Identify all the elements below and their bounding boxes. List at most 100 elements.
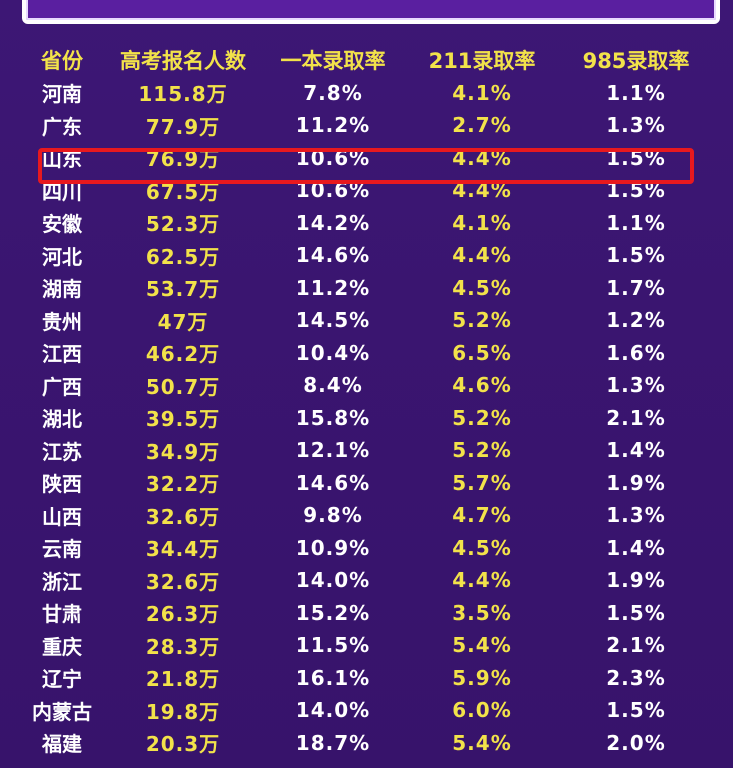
rate-985-cell: 2.1%: [606, 633, 666, 658]
tier1-rate-cell: 10.6%: [295, 178, 371, 203]
province-cell: 湖北: [42, 407, 82, 432]
applicants-cell: 26.3万: [145, 602, 221, 627]
rate-211-cell: 2.7%: [452, 113, 512, 138]
table-body: 河南 115.8万 7.8% 4.1% 1.1% 广东 77.9万 11.2% 2.7% 1.3%…: [16, 77, 716, 760]
rate-211-cell: 4.5%: [452, 535, 512, 560]
rate-211-cell: 5.2%: [452, 308, 512, 333]
tier1-rate-cell: 7.8%: [303, 80, 363, 105]
table-row: 湖北 39.5万 15.8% 5.2% 2.1%: [16, 402, 716, 435]
rate-985-cell: 2.1%: [606, 405, 666, 430]
rate-985-cell: 1.5%: [606, 145, 666, 170]
tier1-rate-cell: 15.2%: [295, 600, 371, 625]
applicants-cell: 32.6万: [145, 504, 221, 529]
province-cell: 陕西: [42, 472, 82, 497]
rate-985-cell: 1.5%: [606, 698, 666, 723]
tier1-rate-cell: 16.1%: [295, 665, 371, 690]
rate-985-cell: 1.6%: [606, 340, 666, 365]
table-header-row: 省份 高考报名人数 一本录取率 211录取率 985录取率: [16, 44, 716, 77]
rate-985-cell: 1.2%: [606, 308, 666, 333]
tier1-rate-cell: 14.0%: [295, 568, 371, 593]
applicants-cell: 115.8万: [138, 82, 228, 107]
rate-985-cell: 1.3%: [606, 373, 666, 398]
rate-211-cell: 5.2%: [452, 405, 512, 430]
table-row: 内蒙古 19.8万 14.0% 6.0% 1.5%: [16, 694, 716, 727]
table-row: 浙江 32.6万 14.0% 4.4% 1.9%: [16, 564, 716, 597]
province-cell: 山西: [42, 504, 82, 529]
province-cell: 河北: [42, 244, 82, 269]
applicants-cell: 34.4万: [145, 537, 221, 562]
header-province: 省份: [41, 49, 83, 74]
table-row: 江西 46.2万 10.4% 6.5% 1.6%: [16, 337, 716, 370]
title-banner: [22, 0, 720, 24]
table-row: 广东 77.9万 11.2% 2.7% 1.3%: [16, 109, 716, 142]
rate-211-cell: 5.4%: [452, 730, 512, 755]
table-row: 福建 20.3万 18.7% 5.4% 2.0%: [16, 727, 716, 760]
rate-211-cell: 3.5%: [452, 600, 512, 625]
province-cell: 重庆: [42, 634, 82, 659]
tier1-rate-cell: 10.9%: [295, 535, 371, 560]
table-row: 湖南 53.7万 11.2% 4.5% 1.7%: [16, 272, 716, 305]
province-cell: 湖南: [42, 277, 82, 302]
table-row: 甘肃 26.3万 15.2% 3.5% 1.5%: [16, 597, 716, 630]
province-cell: 内蒙古: [32, 699, 92, 724]
table-row: 陕西 32.2万 14.6% 5.7% 1.9%: [16, 467, 716, 500]
rate-211-cell: 4.1%: [452, 210, 512, 235]
province-cell: 四川: [42, 179, 82, 204]
rate-211-cell: 5.4%: [452, 633, 512, 658]
table-row: 云南 34.4万 10.9% 4.5% 1.4%: [16, 532, 716, 565]
rate-985-cell: 1.9%: [606, 568, 666, 593]
province-cell: 浙江: [42, 569, 82, 594]
province-cell: 甘肃: [42, 602, 82, 627]
tier1-rate-cell: 10.6%: [295, 145, 371, 170]
tier1-rate-cell: 10.4%: [295, 340, 371, 365]
province-cell: 贵州: [42, 309, 82, 334]
province-cell: 云南: [42, 537, 82, 562]
table-row: 辽宁 21.8万 16.1% 5.9% 2.3%: [16, 662, 716, 695]
tier1-rate-cell: 14.0%: [295, 698, 371, 723]
province-cell: 广西: [42, 374, 82, 399]
province-cell: 江苏: [42, 439, 82, 464]
rate-985-cell: 1.1%: [606, 80, 666, 105]
rate-985-cell: 1.1%: [606, 210, 666, 235]
table-row: 河南 115.8万 7.8% 4.1% 1.1%: [16, 77, 716, 110]
applicants-cell: 21.8万: [145, 667, 221, 692]
table-row: 贵州 47万 14.5% 5.2% 1.2%: [16, 304, 716, 337]
table-row: 广西 50.7万 8.4% 4.6% 1.3%: [16, 369, 716, 402]
header-211-rate: 211录取率: [428, 49, 536, 74]
province-cell: 安徽: [42, 212, 82, 237]
rate-985-cell: 1.5%: [606, 178, 666, 203]
tier1-rate-cell: 14.5%: [295, 308, 371, 333]
rate-211-cell: 4.5%: [452, 275, 512, 300]
header-985-rate: 985录取率: [582, 49, 690, 74]
applicants-cell: 39.5万: [145, 407, 221, 432]
table-row: 重庆 28.3万 11.5% 5.4% 2.1%: [16, 629, 716, 662]
rate-985-cell: 1.4%: [606, 535, 666, 560]
rate-985-cell: 1.5%: [606, 243, 666, 268]
applicants-cell: 34.9万: [145, 439, 221, 464]
rate-211-cell: 4.4%: [452, 568, 512, 593]
applicants-cell: 50.7万: [145, 374, 221, 399]
rate-985-cell: 1.9%: [606, 470, 666, 495]
rate-211-cell: 5.9%: [452, 665, 512, 690]
province-cell: 河南: [42, 82, 82, 107]
applicants-cell: 19.8万: [145, 699, 221, 724]
applicants-cell: 47万: [157, 309, 209, 334]
province-cell: 辽宁: [42, 667, 82, 692]
applicants-cell: 32.2万: [145, 472, 221, 497]
rate-985-cell: 1.5%: [606, 600, 666, 625]
rate-985-cell: 1.7%: [606, 275, 666, 300]
applicants-cell: 67.5万: [145, 179, 221, 204]
applicants-cell: 77.9万: [145, 114, 221, 139]
rate-211-cell: 5.2%: [452, 438, 512, 463]
rate-211-cell: 4.1%: [452, 80, 512, 105]
rate-985-cell: 2.3%: [606, 665, 666, 690]
tier1-rate-cell: 14.2%: [295, 210, 371, 235]
tier1-rate-cell: 11.2%: [295, 113, 371, 138]
tier1-rate-cell: 15.8%: [295, 405, 371, 430]
rate-211-cell: 4.4%: [452, 145, 512, 170]
rate-211-cell: 6.5%: [452, 340, 512, 365]
rate-985-cell: 1.3%: [606, 503, 666, 528]
province-cell: 山东: [42, 147, 82, 172]
tier1-rate-cell: 12.1%: [295, 438, 371, 463]
